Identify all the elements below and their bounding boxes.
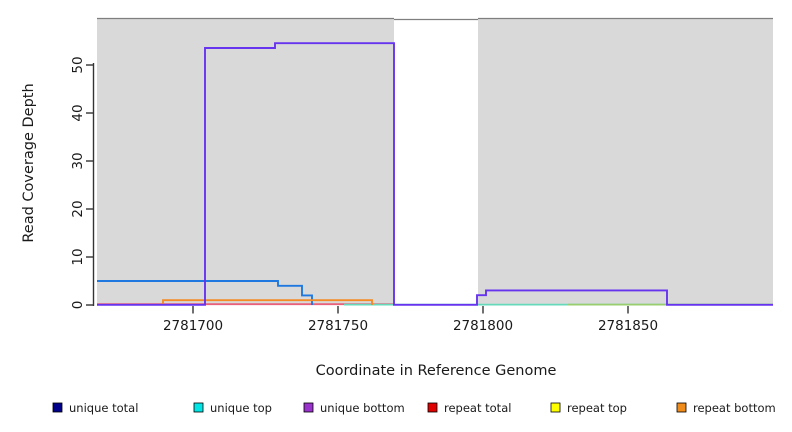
y-tick-label-30: 30 <box>70 152 86 169</box>
y-tick-label-0: 0 <box>70 301 86 310</box>
series-repeat-bottom <box>162 299 373 305</box>
x-axis: 2781700 2781750 2781800 2781850 Coordina… <box>163 306 658 379</box>
covered-region-right <box>478 18 773 305</box>
series-unique-bottom <box>97 42 773 306</box>
legend-swatch-repeat-total <box>427 402 438 413</box>
y-tick-label-50: 50 <box>70 56 86 73</box>
legend-swatch-repeat-top <box>550 402 561 413</box>
x-tick-label-0: 2781700 <box>163 318 223 334</box>
legend-swatch-repeat-bottom <box>676 402 687 413</box>
y-axis-title: Read Coverage Depth <box>21 83 37 242</box>
legend-label-unique-top: unique top <box>210 401 272 415</box>
x-axis-title: Coordinate in Reference Genome <box>316 363 557 379</box>
y-tick-label-20: 20 <box>70 200 86 217</box>
legend-swatch-unique-total <box>52 402 63 413</box>
panel-top-border <box>97 17 773 21</box>
legend-label-unique-bottom: unique bottom <box>320 401 405 415</box>
y-axis: 0 10 20 30 40 50 Read Coverage Depth <box>21 56 95 310</box>
legend-label-repeat-top: repeat top <box>567 401 627 415</box>
legend-swatch-unique-bottom <box>303 402 314 413</box>
chart-legend: unique total unique top unique bottom re… <box>52 401 776 415</box>
covered-region-left <box>97 18 394 305</box>
y-tick-label-40: 40 <box>70 104 86 121</box>
legend-swatch-unique-top <box>193 402 204 413</box>
legend-label-repeat-bottom: repeat bottom <box>693 401 776 415</box>
gap-region <box>394 18 478 305</box>
series-group <box>97 42 773 306</box>
x-tick-label-2: 2781800 <box>453 318 513 334</box>
x-tick-label-1: 2781750 <box>308 318 368 334</box>
legend-label-repeat-total: repeat total <box>444 401 511 415</box>
x-tick-label-3: 2781850 <box>598 318 658 334</box>
y-tick-label-10: 10 <box>70 248 86 265</box>
series-unique-total <box>97 280 313 305</box>
legend-label-unique-total: unique total <box>69 401 138 415</box>
plot-panel <box>97 17 773 305</box>
